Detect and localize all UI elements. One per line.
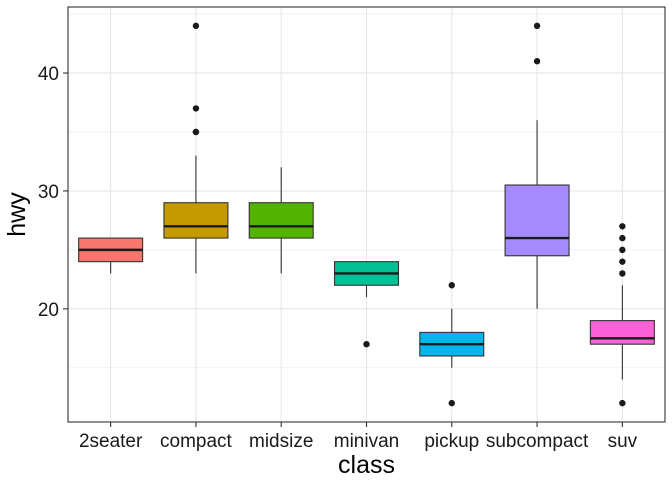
outlier-point: [363, 340, 370, 348]
box-compact: [163, 22, 229, 274]
outlier-point: [619, 223, 626, 230]
x-tick-label: midsize: [249, 431, 313, 452]
outlier-point: [619, 258, 626, 265]
box-minivan: [333, 261, 400, 348]
outlier-point: [619, 234, 626, 242]
x-tick-label: 2seater: [79, 431, 143, 452]
outlier-point: [533, 58, 541, 65]
box-2seater: [78, 237, 144, 274]
box-iqr: [589, 320, 655, 345]
y-tick-label: 40: [38, 64, 59, 85]
outlier-point: [192, 128, 200, 136]
box-iqr: [248, 202, 314, 239]
outlier-point: [192, 105, 200, 112]
box-subcompact: [504, 22, 570, 309]
y-tick-label: 20: [38, 300, 59, 321]
y-axis-title: hwy: [3, 192, 31, 237]
outlier-point: [448, 399, 455, 407]
outlier-point: [192, 22, 200, 30]
x-axis-ticks: 2seater compact midsize minivan pickup subcom…: [79, 422, 638, 452]
box-midsize: [248, 167, 314, 274]
box-pickup: [419, 282, 485, 407]
x-tick-label: pickup: [424, 431, 479, 452]
x-tick-label: minivan: [334, 431, 399, 452]
y-axis-ticks: 20 30 40: [38, 64, 68, 321]
outlier-point: [533, 22, 541, 30]
outlier-point: [619, 270, 626, 277]
x-axis-title: class: [338, 451, 395, 479]
box-iqr: [163, 202, 229, 239]
outlier-point: [619, 399, 626, 407]
x-tick-label: compact: [160, 431, 233, 452]
boxes: [78, 22, 655, 407]
box-iqr: [504, 184, 570, 257]
outlier-point: [619, 246, 626, 254]
x-tick-label: suv: [608, 431, 638, 452]
x-tick-label: subcompact: [486, 431, 589, 452]
outlier-point: [448, 282, 455, 289]
box-suv: [589, 223, 655, 407]
y-tick-label: 30: [38, 182, 59, 203]
